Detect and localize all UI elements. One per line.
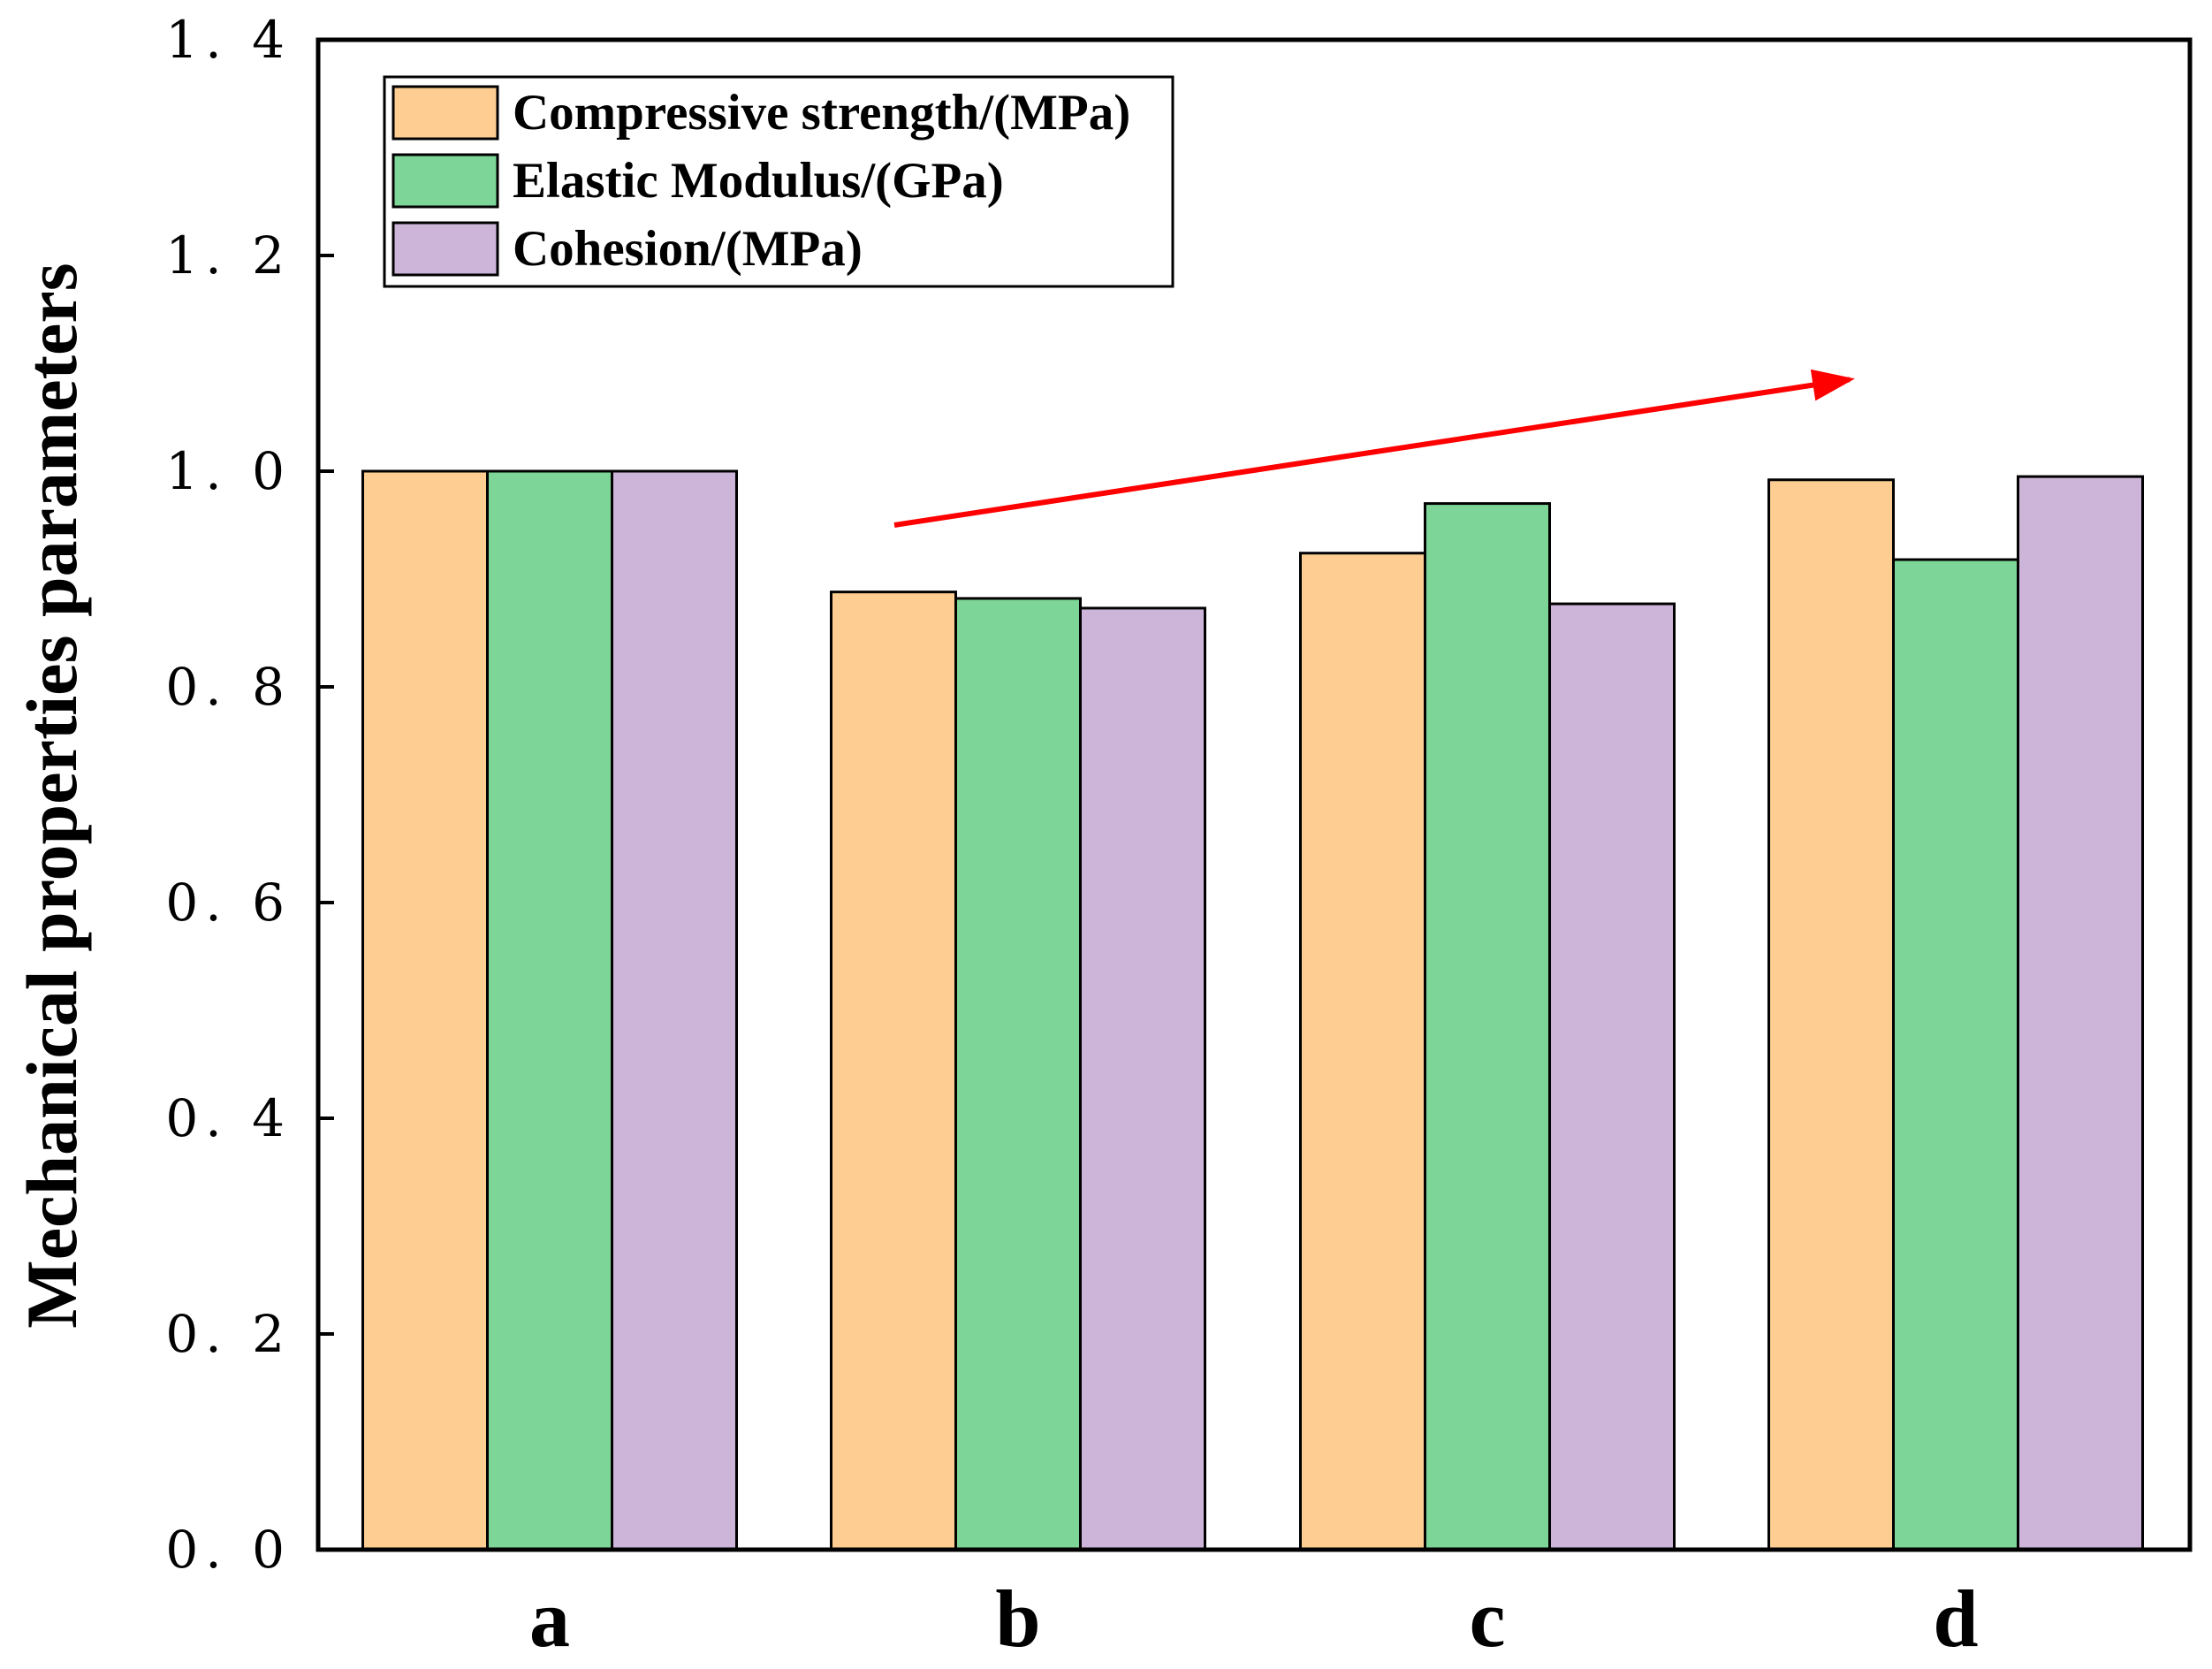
bar-a-series-3 xyxy=(611,469,738,1551)
legend-swatch-2 xyxy=(391,153,499,209)
y-axis-ticks: 0. 0 0. 2 0. 4 0. 6 0. 8 1. 0 1. 2 1. 4 xyxy=(165,10,334,1580)
legend-swatch-1 xyxy=(391,85,499,141)
bar-c-series-3 xyxy=(1548,602,1676,1551)
legend-label-1: Compressive strength/(MPa) xyxy=(513,85,1130,141)
bar-d-series-3 xyxy=(2017,475,2144,1551)
plot-frame xyxy=(315,37,2193,1552)
bar-b-series-2 xyxy=(954,597,1082,1551)
legend: Compressive strength/(MPa) Elastic Modulu… xyxy=(383,75,1174,288)
trend-arrow xyxy=(893,369,1855,528)
x-tick-label: a xyxy=(529,1574,570,1664)
y-tick-label: 0. 8 xyxy=(165,657,292,717)
legend-swatch-3 xyxy=(391,221,499,277)
y-tick-label: 0. 4 xyxy=(165,1088,292,1148)
bar-a-series-1 xyxy=(361,469,489,1551)
bar-d-series-2 xyxy=(1892,558,2019,1551)
bar-c-series-2 xyxy=(1424,502,1551,1551)
x-tick-label: b xyxy=(995,1574,1040,1664)
y-tick-label: 1. 4 xyxy=(165,10,292,70)
x-axis-tick-labels: a b c d xyxy=(529,1574,1979,1664)
y-tick-label: 0. 6 xyxy=(165,873,292,933)
y-tick-label: 0. 2 xyxy=(165,1304,292,1364)
x-tick-label: c xyxy=(1470,1574,1506,1664)
bars xyxy=(361,469,2144,1551)
x-tick-label: d xyxy=(1933,1574,1978,1664)
y-tick-label: 1. 0 xyxy=(165,441,292,501)
bar-a-series-2 xyxy=(486,469,613,1551)
y-tick-label: 1. 2 xyxy=(165,225,292,286)
legend-box xyxy=(383,75,1174,288)
bar-b-series-1 xyxy=(830,591,957,1551)
bar-c-series-1 xyxy=(1299,552,1426,1551)
legend-label-2: Elastic Modulus/(GPa) xyxy=(513,153,1004,209)
y-axis-label: Mechanical properties parameters xyxy=(11,263,92,1328)
bar-d-series-1 xyxy=(1767,478,1895,1551)
y-tick-label: 0. 0 xyxy=(165,1520,292,1580)
bar-b-series-3 xyxy=(1079,606,1206,1551)
legend-label-3: Cohesion/(MPa) xyxy=(513,221,863,277)
